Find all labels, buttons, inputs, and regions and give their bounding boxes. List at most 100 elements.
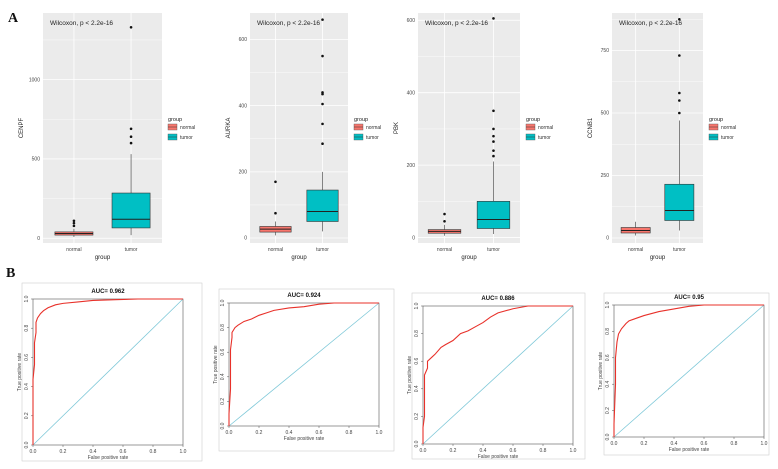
boxplot-cenpf: 0 500 1000 normal tumor Wilcoxon, p < 2.2e-16… xyxy=(19,13,195,261)
x-tick-label: 0.4 xyxy=(480,448,487,454)
x-tick-label: tumor xyxy=(673,247,686,253)
legend-label: normal xyxy=(180,125,195,131)
auc-title: AUC= 0.962 xyxy=(91,289,125,295)
x-tick-label: 0.6 xyxy=(701,441,708,447)
x-axis-title: group xyxy=(461,255,477,261)
y-axis-title: PBK xyxy=(394,122,400,134)
x-tick-label: 0.8 xyxy=(150,449,157,455)
boxplot-pbk: 0 200 400 600 normal tumor Wilcoxon, p < 2.2e-… xyxy=(394,13,553,261)
x-tick-label: normal xyxy=(437,247,452,253)
x-tick-label: tumor xyxy=(125,247,138,253)
outlier-point xyxy=(492,140,495,143)
y-axis-title: True positive rate xyxy=(213,345,219,384)
chance-diagonal xyxy=(613,304,765,438)
wilcoxon-annotation: Wilcoxon, p < 2.2e-16 xyxy=(425,20,488,27)
chance-diagonal xyxy=(228,302,380,427)
roc-chart-4: 0.0 0.2 0.4 0.6 0.8 1.0 0.0 0.2 0.4 0.6 0.8 1.0 AUC=… xyxy=(598,292,770,456)
legend-label: normal xyxy=(721,125,736,131)
y-tick-label: 0.4 xyxy=(24,383,30,390)
outlier-point xyxy=(129,141,133,145)
roc-frame xyxy=(411,292,586,460)
x-tick-label: tumor xyxy=(316,247,329,253)
x-tick-label: 0.0 xyxy=(611,441,618,447)
y-tick-label: 0.0 xyxy=(24,441,30,448)
legend-label: tumor xyxy=(721,135,734,141)
x-tick-label: 0.6 xyxy=(120,449,127,455)
y-tick-label: 1.0 xyxy=(605,301,611,308)
x-tick-label: 0.8 xyxy=(346,430,353,436)
box-tumor xyxy=(111,192,151,229)
y-tick-label: 0.2 xyxy=(220,398,226,405)
y-tick-label: 750 xyxy=(601,48,610,54)
roc-chart-2: 0.0 0.2 0.4 0.6 0.8 1.0 0.0 0.2 0.4 0.6 0.8 1.0 AUC=… xyxy=(213,288,395,452)
legend-title: group xyxy=(709,117,723,123)
x-tick-label: 0.2 xyxy=(60,449,67,455)
roc-frame xyxy=(603,292,770,456)
outlier-point xyxy=(492,149,495,152)
outlier-point xyxy=(492,127,495,131)
y-tick-label: 400 xyxy=(239,103,248,109)
outlier-point xyxy=(321,91,324,94)
x-tick-label: 0.0 xyxy=(420,448,427,454)
wilcoxon-annotation: Wilcoxon, p < 2.2e-16 xyxy=(619,20,682,27)
outlier-point xyxy=(274,211,277,215)
y-tick-label: 0.6 xyxy=(414,358,420,365)
roc-chart-3: 0.0 0.2 0.4 0.6 0.8 1.0 0.0 0.2 0.4 0.6 0.8 1.0 AUC=… xyxy=(407,292,586,460)
x-tick-label: 0.6 xyxy=(510,448,517,454)
y-tick-label: 0.2 xyxy=(414,413,420,420)
roc-plot-box xyxy=(228,302,380,427)
chance-diagonal xyxy=(422,305,574,445)
x-tick-label: 1.0 xyxy=(376,430,383,436)
x-tick-label: 0.0 xyxy=(30,449,37,455)
y-axis-title: True positive rate xyxy=(598,352,604,391)
outlier-point xyxy=(678,99,681,102)
y-axis-title: AURKA xyxy=(226,118,232,139)
x-tick-label: 0.4 xyxy=(286,430,293,436)
x-axis-title: False positive rate xyxy=(88,455,129,461)
y-tick-label: 0.8 xyxy=(605,328,611,335)
legend-title: group xyxy=(168,117,182,123)
y-tick-label: 600 xyxy=(407,18,416,24)
y-tick-label: 600 xyxy=(239,37,248,43)
legend-label: tumor xyxy=(366,135,379,141)
x-tick-label: 1.0 xyxy=(761,441,768,447)
y-tick-label: 0.2 xyxy=(24,412,30,419)
outlier-point xyxy=(678,54,681,57)
y-tick-label: 0.6 xyxy=(220,349,226,356)
x-tick-label: 0.8 xyxy=(540,448,547,454)
outlier-point xyxy=(492,109,495,113)
y-tick-label: 500 xyxy=(601,111,610,117)
y-tick-label: 0.0 xyxy=(414,440,420,447)
y-axis-title: True positive rate xyxy=(407,356,413,395)
boxplot-aurka: 0 200 400 600 normal tumor Wilcoxon, p < 2.2e-… xyxy=(226,13,381,261)
box-tumor xyxy=(664,183,695,221)
outlier-point xyxy=(492,17,495,20)
y-tick-label: 0.8 xyxy=(414,330,420,337)
outlier-point xyxy=(492,154,495,158)
y-tick-label: 200 xyxy=(407,163,416,169)
outlier-point xyxy=(274,180,277,184)
x-axis-title: group xyxy=(291,255,307,261)
outlier-point xyxy=(678,91,681,95)
y-tick-label: 200 xyxy=(239,170,248,176)
y-tick-label: 400 xyxy=(407,90,416,96)
outlier-point xyxy=(129,127,133,131)
box-tumor xyxy=(306,189,339,222)
y-tick-label: 500 xyxy=(32,157,41,163)
x-tick-label: normal xyxy=(628,247,643,253)
roc-plot-box xyxy=(613,304,765,438)
box-tumor xyxy=(476,201,511,229)
chance-diagonal xyxy=(32,298,184,446)
y-tick-label: 0 xyxy=(606,236,609,242)
x-tick-label: 0.2 xyxy=(641,441,648,447)
y-tick-label: 0.0 xyxy=(605,433,611,440)
y-tick-label: 0.4 xyxy=(414,385,420,392)
x-axis-title: False positive rate xyxy=(284,436,325,442)
x-tick-label: 0.4 xyxy=(90,449,97,455)
y-tick-label: 0 xyxy=(244,236,247,242)
roc-curve xyxy=(228,302,379,426)
wilcoxon-annotation: Wilcoxon, p < 2.2e-16 xyxy=(50,20,113,27)
x-tick-label: normal xyxy=(268,247,283,253)
y-tick-label: 0.0 xyxy=(220,422,226,429)
